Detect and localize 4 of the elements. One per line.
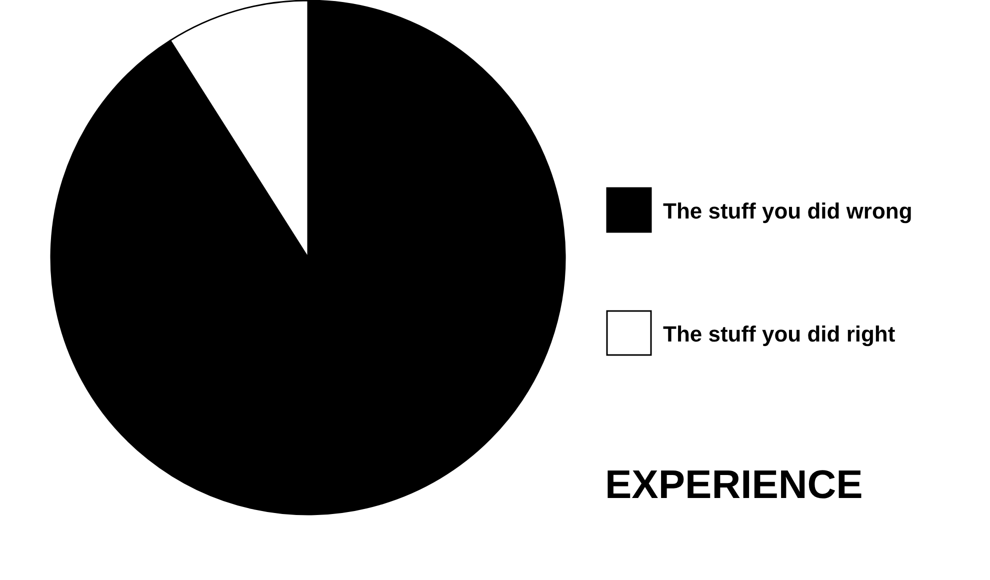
- legend-label: The stuff you did wrong: [663, 198, 912, 224]
- legend-label: The stuff you did right: [663, 322, 896, 347]
- pie-slice: [50, 0, 566, 516]
- text: EXPERIENCE: [605, 463, 863, 507]
